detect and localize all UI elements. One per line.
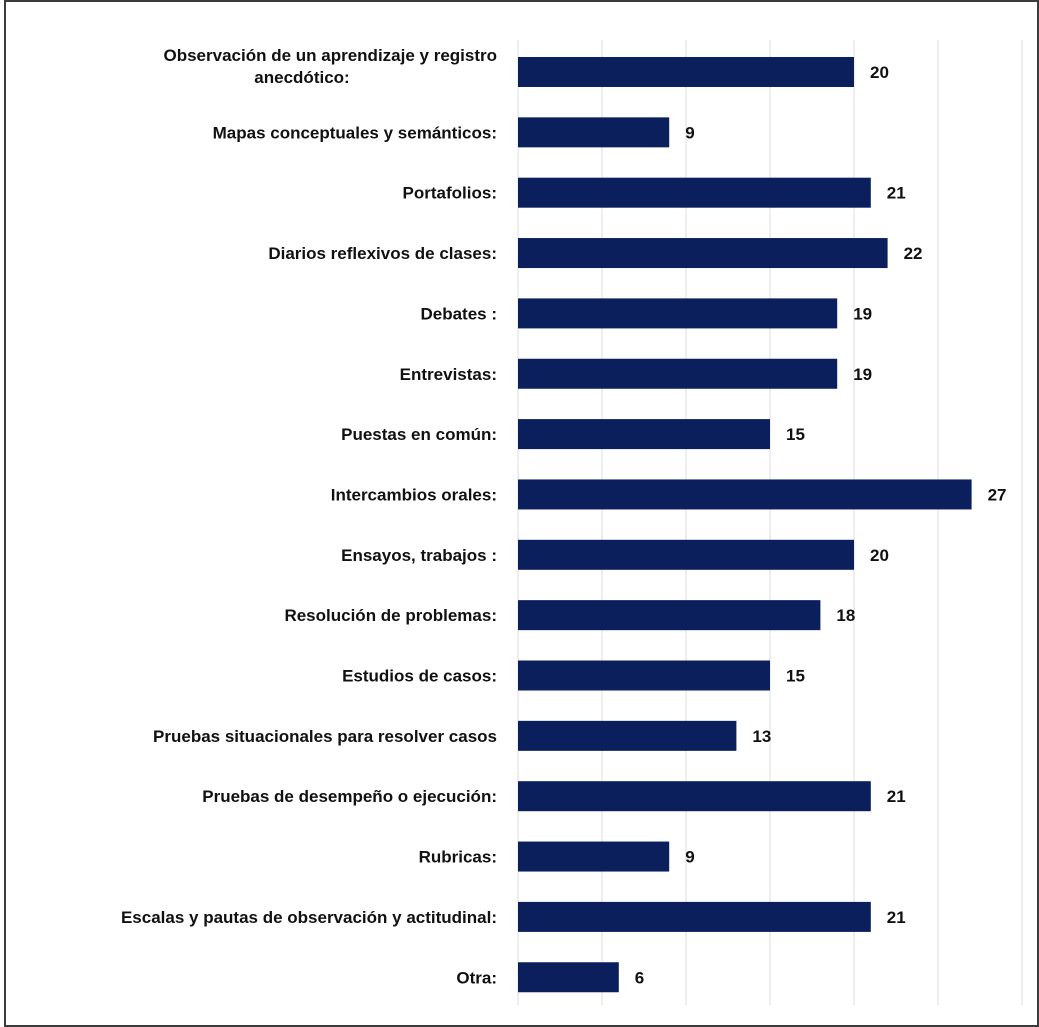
bar <box>518 600 821 631</box>
tick-label: Puestas en común: <box>341 425 497 444</box>
data-label: 13 <box>752 727 771 746</box>
tick-label: Observación de un aprendizaje y registro <box>164 46 498 65</box>
bars <box>518 57 972 993</box>
data-label: 19 <box>853 365 872 384</box>
data-label: 15 <box>786 667 805 686</box>
data-label: 9 <box>685 123 694 142</box>
tick-label: Diarios reflexivos de clases: <box>268 244 497 263</box>
data-label: 19 <box>853 304 872 323</box>
tick-label: Estudios de casos: <box>342 667 497 686</box>
bar <box>518 781 871 812</box>
tick-label: Entrevistas: <box>400 365 497 384</box>
data-label: 21 <box>887 787 906 806</box>
tick-label: Pruebas de desempeño o ejecución: <box>202 787 497 806</box>
tick-label: Rubricas: <box>419 848 497 867</box>
tick-label: Ensayos, trabajos : <box>341 546 497 565</box>
bar <box>518 841 670 872</box>
bar <box>518 479 972 510</box>
data-label: 18 <box>836 606 855 625</box>
bar <box>518 901 871 932</box>
tick-label: Portafolios: <box>403 184 497 203</box>
data-label: 6 <box>635 968 644 987</box>
bar <box>518 539 854 570</box>
bar <box>518 720 737 751</box>
category-labels: Observación de un aprendizaje y registro… <box>121 46 497 987</box>
data-label: 20 <box>870 63 889 82</box>
tick-label: Otra: <box>456 968 497 987</box>
bar <box>518 177 871 208</box>
data-label: 21 <box>887 184 906 203</box>
tick-label: Mapas conceptuales y semánticos: <box>213 123 497 142</box>
value-labels: 20 9 21 22 19 19 15 27 20 18 15 13 21 9 21 6 <box>635 63 1007 987</box>
data-label: 21 <box>887 908 906 927</box>
bar <box>518 419 770 450</box>
bar <box>518 660 770 691</box>
tick-label: Intercambios orales: <box>331 485 497 504</box>
data-label: 27 <box>988 485 1007 504</box>
bar <box>518 57 854 87</box>
bar <box>518 298 838 329</box>
data-label: 20 <box>870 546 889 565</box>
bar <box>518 358 838 389</box>
tick-label: anecdótico: <box>254 68 349 87</box>
data-label: 22 <box>904 244 923 263</box>
bar <box>518 238 888 269</box>
data-label: 9 <box>685 848 694 867</box>
tick-label: Debates : <box>420 304 497 323</box>
data-label: 15 <box>786 425 805 444</box>
tick-label: Resolución de problemas: <box>284 606 497 625</box>
bar <box>518 962 619 993</box>
bar <box>518 117 670 148</box>
tick-label: Pruebas situacionales para resolver caso… <box>153 727 497 746</box>
tick-label: Escalas y pautas de observación y actitu… <box>121 908 497 927</box>
